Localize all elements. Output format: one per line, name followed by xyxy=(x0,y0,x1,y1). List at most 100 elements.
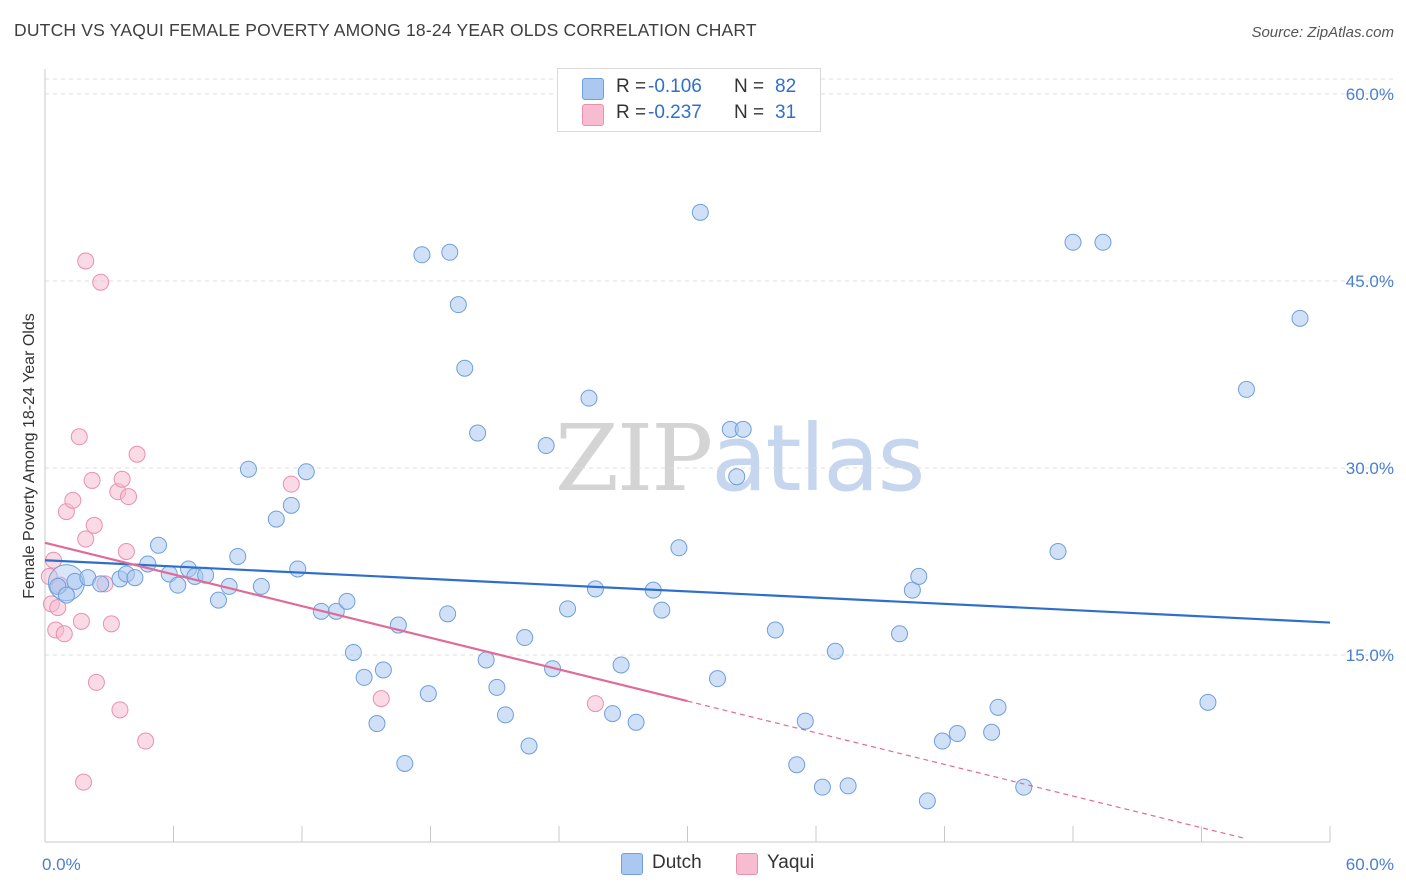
y-tick-label: 15.0% xyxy=(1346,646,1394,665)
source-credit: Source: ZipAtlas.com xyxy=(1251,24,1394,41)
dutch-point xyxy=(449,296,467,314)
dutch-point xyxy=(1015,778,1033,796)
dutch-point xyxy=(374,661,392,679)
series-swatch-yaqui xyxy=(736,853,758,875)
grid-layer xyxy=(45,78,1394,656)
dutch-point xyxy=(1094,233,1112,251)
dutch-point xyxy=(92,575,110,593)
dutch-point xyxy=(126,569,144,587)
dutch-point xyxy=(612,656,630,674)
yaqui-trend-line xyxy=(44,541,688,703)
dutch-point xyxy=(1291,309,1309,327)
dutch-point xyxy=(252,577,270,595)
dutch-point xyxy=(604,705,622,723)
yaqui-point xyxy=(111,701,129,719)
dutch-point xyxy=(826,642,844,660)
yaqui-point xyxy=(137,732,155,750)
dutch-point xyxy=(627,713,645,731)
yaqui-point xyxy=(49,599,67,617)
yaqui-point xyxy=(83,471,101,489)
dutch-point xyxy=(734,420,752,438)
dutch-point xyxy=(1199,693,1217,711)
correlation-legend: R = -0.106 N = 82 R = -0.237 N = 31 xyxy=(557,68,821,132)
dutch-point xyxy=(989,698,1007,716)
yaqui-point xyxy=(117,543,135,561)
dutch-trend-line xyxy=(44,559,1331,624)
dutch-points xyxy=(47,203,1309,810)
yaqui-point xyxy=(77,252,95,270)
dutch-point xyxy=(983,723,1001,741)
dutch-point xyxy=(344,643,362,661)
axis-layer xyxy=(44,69,1331,843)
dutch-point xyxy=(580,389,598,407)
dutch-point xyxy=(355,668,373,686)
dutch-point xyxy=(439,605,457,623)
dutch-point xyxy=(477,651,495,669)
yaqui-point xyxy=(77,530,95,548)
legend-swatch-yaqui xyxy=(582,104,604,126)
dutch-point xyxy=(419,685,437,703)
yaqui-point xyxy=(64,491,82,509)
dutch-point xyxy=(282,496,300,514)
y-tick-label: 30.0% xyxy=(1346,459,1394,478)
yaqui-point xyxy=(372,690,390,708)
dutch-point xyxy=(1049,543,1067,561)
dutch-point xyxy=(496,706,514,724)
dutch-point xyxy=(456,359,474,377)
trend-layer xyxy=(44,541,1331,839)
dutch-point xyxy=(209,591,227,609)
legend-n-label: N = xyxy=(734,76,765,97)
dutch-point xyxy=(396,754,414,772)
yaqui-point xyxy=(120,488,138,506)
dutch-point xyxy=(441,243,459,261)
dutch-point xyxy=(516,629,534,647)
y-tick-label: 60.0% xyxy=(1346,85,1394,104)
legend-r-value-yaqui: -0.237 xyxy=(648,102,702,123)
dutch-point xyxy=(289,560,307,578)
dutch-point xyxy=(903,581,921,599)
yaqui-point xyxy=(282,475,300,493)
series-label-yaqui: Yaqui xyxy=(767,852,815,873)
chart-title: DUTCH VS YAQUI FEMALE POVERTY AMONG 18-2… xyxy=(14,20,757,40)
dutch-point xyxy=(891,625,909,643)
yaqui-point xyxy=(72,612,90,630)
yaqui-point xyxy=(55,625,73,643)
yaqui-point xyxy=(87,673,105,691)
yaqui-point xyxy=(70,428,88,446)
x-tick-label: 60.0% xyxy=(1346,855,1394,874)
dutch-point xyxy=(691,203,709,221)
watermark-zip: ZIP xyxy=(555,405,713,512)
dutch-point xyxy=(933,732,951,750)
dutch-point xyxy=(57,586,75,604)
dutch-point xyxy=(796,712,814,730)
dutch-point xyxy=(559,600,577,618)
dutch-point xyxy=(537,437,555,455)
dutch-point xyxy=(766,621,784,639)
dutch-point xyxy=(520,737,538,755)
dutch-point xyxy=(297,463,315,481)
dutch-point xyxy=(918,792,936,810)
dutch-point xyxy=(267,510,285,528)
dutch-point xyxy=(229,547,247,565)
legend-n-value-dutch: 82 xyxy=(775,76,797,97)
dutch-point xyxy=(910,567,928,585)
dutch-point xyxy=(1064,233,1082,251)
yaqui-point xyxy=(85,516,103,534)
dutch-point xyxy=(338,592,356,610)
dutch-point xyxy=(488,678,506,696)
x-tick-label: 0.0% xyxy=(42,855,81,874)
series-legend: Dutch Yaqui xyxy=(0,850,1406,880)
legend-r-label: R = xyxy=(616,102,647,123)
dutch-point xyxy=(728,468,746,486)
dutch-point xyxy=(670,539,688,557)
yaqui-point xyxy=(92,273,110,291)
series-swatch-dutch xyxy=(621,853,643,875)
legend-r-label: R = xyxy=(616,76,647,97)
legend-n-label: N = xyxy=(734,102,765,123)
dutch-point xyxy=(1237,380,1255,398)
dutch-point xyxy=(239,460,257,478)
dutch-point xyxy=(586,580,604,598)
dutch-point xyxy=(413,246,431,264)
dutch-point xyxy=(948,725,966,743)
